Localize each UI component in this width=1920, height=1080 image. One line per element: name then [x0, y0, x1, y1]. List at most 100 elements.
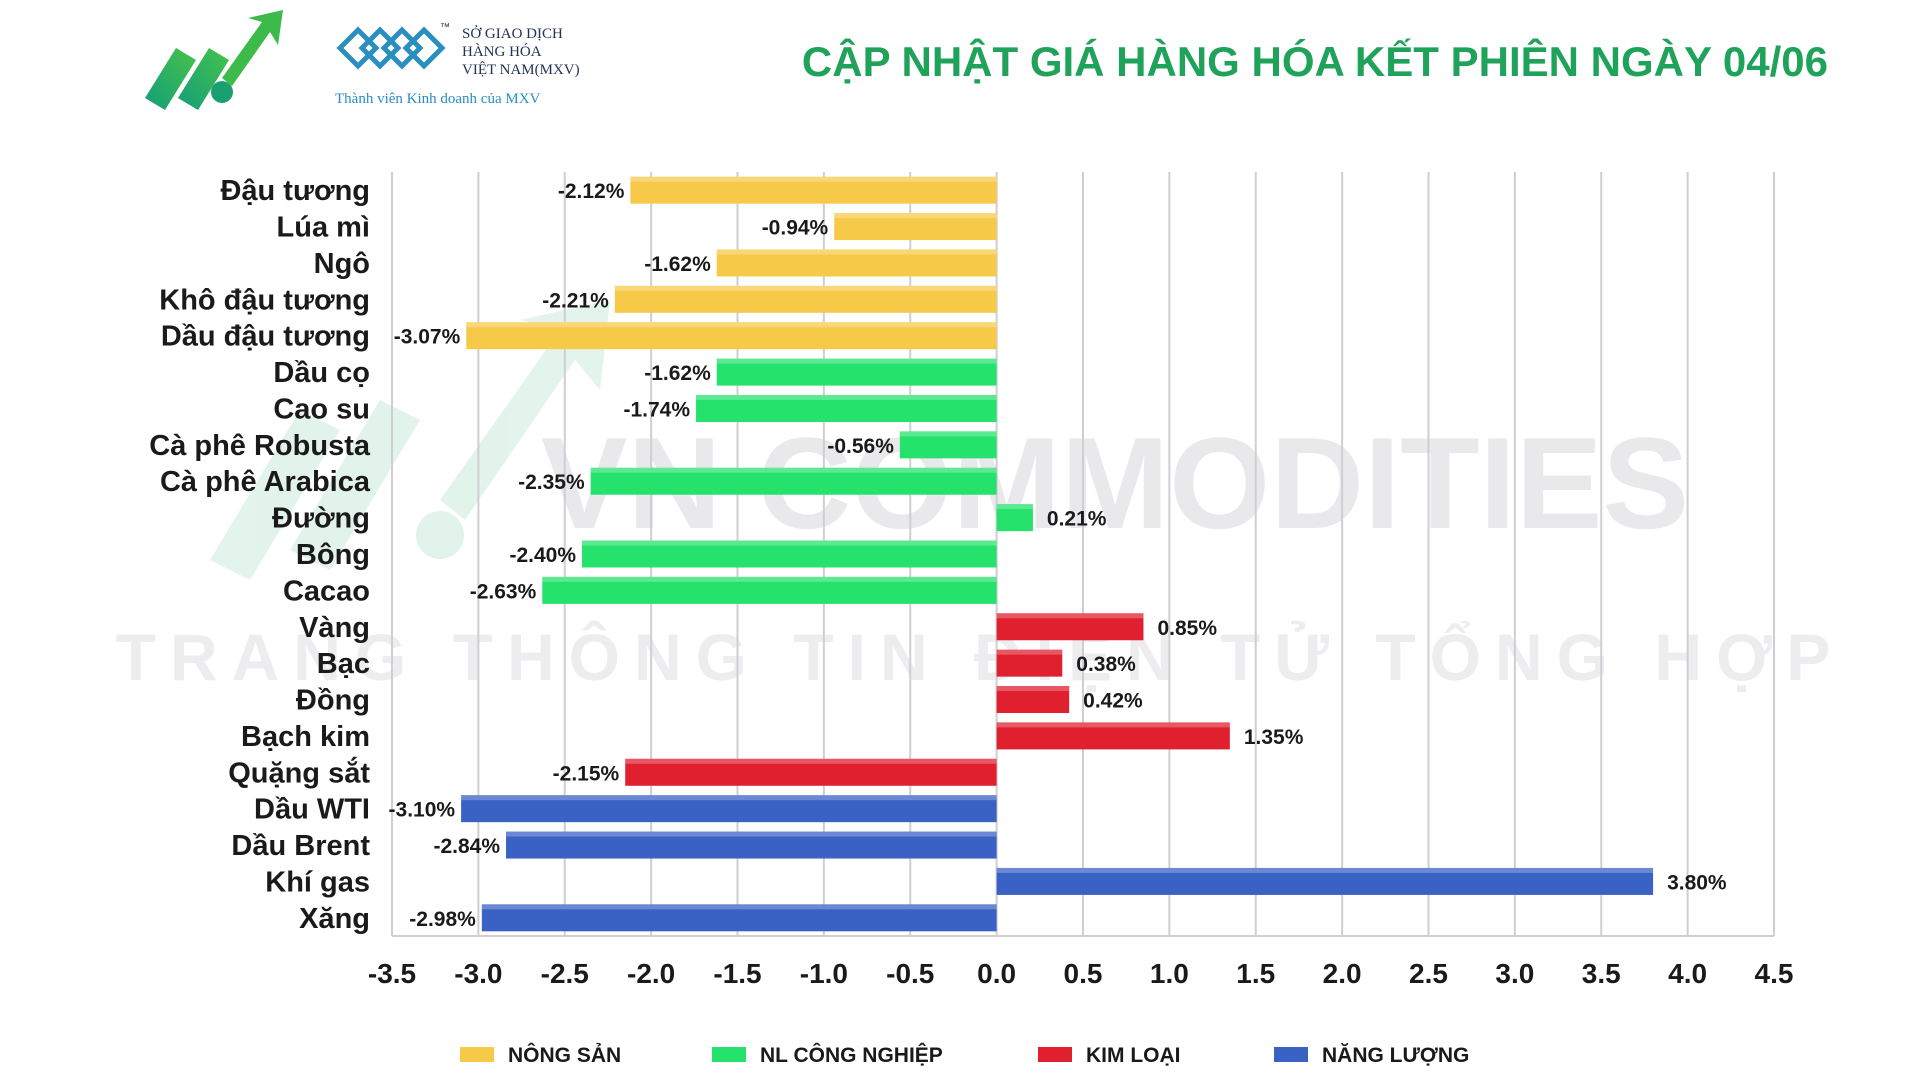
- bar: [996, 649, 1063, 677]
- brand-logo: [145, 10, 283, 110]
- value-label: -2.35%: [518, 471, 585, 494]
- x-tick-label: 1.5: [1236, 958, 1275, 989]
- value-label: -0.56%: [827, 435, 894, 458]
- bar-highlight: [996, 686, 1070, 692]
- bar-highlight: [899, 431, 997, 437]
- bar: [716, 249, 997, 277]
- category-label: Khô đậu tương: [159, 284, 370, 316]
- bar: [716, 358, 997, 386]
- value-label: -3.10%: [389, 799, 456, 822]
- category-label: Bạc: [317, 648, 370, 680]
- bar-highlight: [582, 540, 997, 546]
- value-label: -2.21%: [542, 289, 609, 312]
- bar: [625, 758, 997, 786]
- category-label: Đậu tương: [220, 175, 370, 207]
- bar: [466, 322, 997, 350]
- legend-swatch: [712, 1047, 746, 1062]
- value-label: -1.62%: [644, 362, 711, 385]
- x-tick-label: -3.5: [368, 958, 416, 989]
- bar-highlight: [996, 613, 1144, 619]
- mxv-emblem-icon: [336, 26, 446, 70]
- bar-highlight: [625, 758, 997, 764]
- bar-highlight: [996, 722, 1230, 728]
- bar: [996, 686, 1070, 714]
- category-label: Lúa mì: [277, 212, 370, 244]
- value-label: -0.94%: [762, 217, 829, 240]
- value-label: -2.15%: [553, 762, 620, 785]
- mxv-line-2: HÀNG HÓA: [462, 43, 542, 60]
- x-tick-label: -0.5: [886, 958, 934, 989]
- bar: [542, 576, 997, 604]
- bar: [614, 285, 997, 313]
- x-tick-label: -3.0: [454, 958, 502, 989]
- bars: [461, 176, 1654, 932]
- category-label: Cà phê Arabica: [160, 466, 371, 498]
- mxv-member-text: Thành viên Kinh doanh của MXV: [335, 91, 541, 107]
- legend-swatch: [1038, 1047, 1072, 1062]
- category-label: Dầu WTI: [254, 794, 370, 826]
- value-label: 1.35%: [1244, 726, 1304, 749]
- x-tick-label: 0.5: [1064, 958, 1103, 989]
- bar-highlight: [506, 831, 997, 837]
- legend-swatch: [460, 1047, 494, 1062]
- x-tick-label: 3.0: [1495, 958, 1534, 989]
- mxv-tm: ™: [440, 22, 450, 33]
- bar-highlight: [716, 358, 997, 364]
- value-label: -2.63%: [470, 580, 537, 603]
- value-label: -2.84%: [433, 835, 500, 858]
- bar: [506, 831, 997, 859]
- bar-highlight: [834, 213, 997, 219]
- bar: [481, 904, 997, 932]
- bar-highlight: [590, 467, 997, 473]
- x-tick-label: 4.0: [1668, 958, 1707, 989]
- bar-highlight: [996, 649, 1063, 655]
- legend: NÔNG SẢN NL CÔNG NGHIỆP KIM LOẠI NĂNG LƯỢNG: [460, 1043, 1469, 1067]
- category-label: Cao su: [273, 393, 370, 425]
- bar-highlight: [996, 504, 1033, 510]
- bar: [834, 213, 997, 241]
- logo-stroke-2: [178, 48, 229, 110]
- legend-label: NÔNG SẢN: [508, 1043, 621, 1067]
- category-label: Khí gas: [265, 866, 370, 898]
- bar: [696, 394, 997, 422]
- value-label: -2.12%: [558, 180, 625, 203]
- value-label: -2.98%: [409, 908, 476, 931]
- value-label: -2.40%: [509, 544, 576, 567]
- bar-highlight: [542, 576, 997, 582]
- x-tick-label: -1.0: [800, 958, 848, 989]
- x-tick-label: 4.5: [1755, 958, 1794, 989]
- bar-highlight: [696, 394, 997, 400]
- value-label: 0.42%: [1083, 690, 1143, 713]
- category-label: Dầu Brent: [231, 830, 370, 862]
- bar: [582, 540, 997, 568]
- x-tick-label: -1.5: [713, 958, 761, 989]
- value-label: -1.74%: [623, 398, 690, 421]
- category-label: Bạch kim: [241, 721, 370, 753]
- watermark-logo-icon: [210, 300, 610, 580]
- bar-highlight: [716, 249, 997, 255]
- value-label: 0.38%: [1076, 653, 1136, 676]
- x-tick-label: -2.5: [541, 958, 589, 989]
- category-label: Ngô: [314, 248, 370, 280]
- bar: [899, 431, 997, 459]
- category-label: Dầu đậu tương: [161, 321, 370, 353]
- category-label: Đồng: [296, 685, 370, 717]
- watermark-tagline: TRANG THÔNG TIN ĐIỆN TỬ TỔNG HỢP: [116, 620, 1845, 694]
- mxv-line-1: SỞ GIAO DỊCH: [462, 25, 563, 42]
- value-label: -1.62%: [644, 253, 711, 276]
- bar: [630, 176, 997, 204]
- logo-arrow: [222, 10, 283, 86]
- category-label: Cacao: [283, 575, 370, 607]
- bar-highlight: [461, 795, 997, 801]
- x-tick-label: -2.0: [627, 958, 675, 989]
- mxv-line-3: VIỆT NAM(MXV): [462, 61, 580, 78]
- x-tick-label: 2.5: [1409, 958, 1448, 989]
- bar-highlight: [481, 904, 997, 910]
- category-label: Quặng sắt: [228, 755, 370, 789]
- x-tick-label: 1.0: [1150, 958, 1189, 989]
- value-labels: -2.12% -0.94% -1.62% -2.21% -3.07% -1.62% -1.7…: [389, 180, 1727, 931]
- logo-stroke-1: [145, 48, 196, 110]
- logo-dot: [211, 81, 233, 103]
- legend-label: NĂNG LƯỢNG: [1322, 1044, 1469, 1067]
